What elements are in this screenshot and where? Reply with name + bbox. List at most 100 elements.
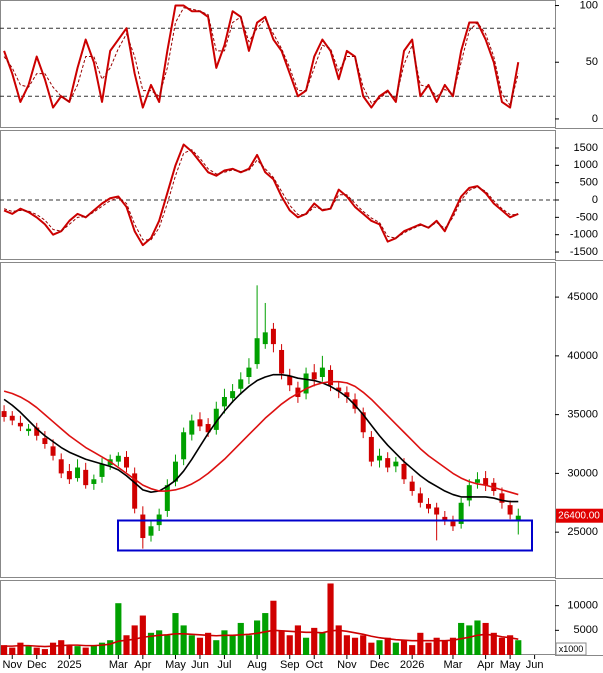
candle-body — [34, 427, 40, 436]
candle-body — [458, 502, 464, 524]
volume-bar — [294, 625, 301, 655]
y-tick-label: 10000 — [567, 600, 598, 612]
volume-bar — [98, 642, 106, 655]
volume-bar — [425, 642, 432, 655]
candle-body — [393, 461, 399, 467]
candle-body — [246, 367, 252, 378]
candle-body — [328, 369, 334, 386]
candle-body — [83, 469, 89, 486]
candle-body — [262, 332, 268, 345]
candle-body — [17, 422, 23, 427]
volume-bar — [351, 637, 359, 655]
volume-bar — [17, 642, 24, 655]
volume-bar — [400, 640, 408, 655]
candle-body — [303, 373, 309, 394]
volume-bar — [343, 635, 350, 655]
candle-body — [360, 412, 366, 433]
x-tick-label: Sep — [280, 659, 300, 671]
panel-frame — [0, 130, 556, 260]
volume-bar — [278, 630, 285, 655]
panel-frame — [0, 262, 556, 578]
candle-body — [279, 349, 285, 374]
candle-body — [140, 514, 146, 539]
candle-body — [172, 461, 178, 482]
x-tick-label: Jun — [191, 659, 209, 671]
candle-body — [287, 375, 293, 386]
volume-bar — [9, 647, 16, 655]
volume-bar — [270, 600, 277, 655]
y-tick-label: 30000 — [567, 467, 598, 479]
candle-body — [450, 521, 456, 527]
volume-bar — [188, 635, 195, 655]
volume-bar — [262, 613, 269, 655]
y-tick-label: 100 — [580, 0, 598, 11]
volume-bar — [474, 620, 481, 655]
indicator-line — [4, 629, 519, 648]
x-tick-label: May — [165, 659, 186, 671]
volume-bar — [482, 622, 489, 655]
volume-bar — [115, 603, 122, 655]
last-price-label: 26400.00 — [558, 510, 600, 521]
candle-body — [254, 338, 260, 365]
volume-bar — [90, 645, 97, 655]
volume-bar — [58, 640, 65, 655]
candle-body — [311, 372, 317, 380]
candle-body — [352, 399, 358, 409]
volume-bar — [139, 615, 146, 655]
x-tick-label: Jul — [217, 659, 231, 671]
volume-bar — [384, 637, 391, 655]
volume-bar — [360, 635, 367, 655]
volume-unit: x1000 — [559, 644, 584, 654]
volume-bar — [319, 632, 326, 655]
candle-body — [197, 419, 203, 427]
candle-body — [401, 463, 407, 480]
x-tick-label: Dec — [370, 659, 390, 671]
y-tick-label: 1500 — [574, 142, 598, 154]
x-tick-label: Apr — [477, 659, 494, 671]
candle-body — [75, 467, 81, 479]
y-tick-label: 25000 — [567, 526, 598, 538]
volume-bar — [213, 640, 220, 655]
candle-body — [368, 436, 374, 462]
y-tick-label: 0 — [592, 194, 598, 206]
candle-body — [91, 479, 97, 484]
volume-bar — [449, 637, 457, 655]
volume-bar — [180, 625, 187, 655]
indicator-line — [3, 7, 519, 106]
volume-bar — [417, 632, 424, 655]
y-tick-label: -1500 — [570, 246, 598, 258]
candle-body — [115, 455, 121, 462]
x-tick-label: Nov — [2, 659, 22, 671]
x-tick-label: Nov — [337, 659, 357, 671]
x-tick-label: 2026 — [400, 659, 424, 671]
volume-bar — [409, 645, 416, 655]
volume-bar — [221, 630, 228, 655]
volume-bar — [507, 635, 514, 655]
panel-frame — [0, 0, 556, 128]
candle-body — [42, 438, 48, 445]
candle-body — [466, 485, 472, 501]
candle-body — [189, 420, 195, 435]
candle-body — [385, 458, 391, 468]
candle-body — [425, 503, 431, 509]
panel-frame — [0, 580, 556, 655]
x-tick-label: Mar — [444, 659, 463, 671]
candle-body — [99, 463, 105, 477]
candle-body — [181, 432, 187, 460]
volume-bar — [433, 637, 440, 655]
volume-bar — [156, 630, 163, 655]
volume-bar — [237, 622, 244, 655]
y-tick-label: 0 — [592, 113, 598, 125]
y-tick-label: 35000 — [567, 409, 598, 421]
y-tick-label: 5000 — [574, 624, 598, 636]
volume-bar — [327, 583, 334, 655]
x-tick-label: May — [500, 659, 521, 671]
volume-bar — [441, 640, 448, 655]
candle-body — [295, 387, 301, 397]
candle-body — [442, 516, 448, 521]
volume-bar — [245, 635, 253, 655]
candle-body — [344, 392, 350, 397]
volume-bar — [107, 640, 114, 655]
candle-body — [124, 456, 130, 468]
